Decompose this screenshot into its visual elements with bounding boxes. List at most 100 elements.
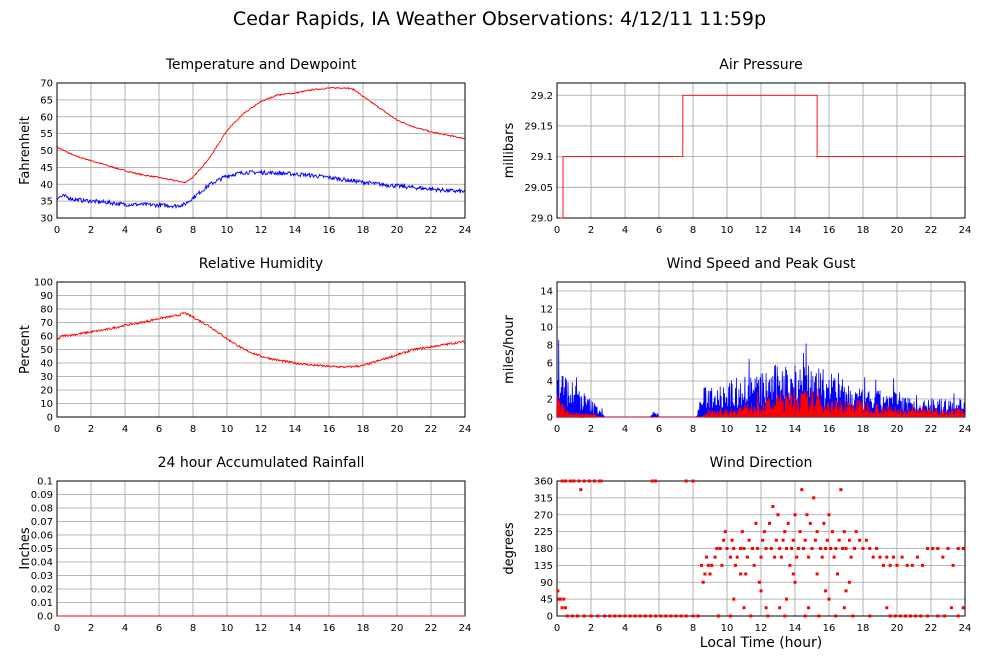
- data-point: [608, 614, 612, 618]
- data-point: [915, 555, 919, 559]
- y-tick-label: 45: [540, 595, 553, 606]
- y-tick-label: 0.09: [31, 490, 53, 501]
- x-tick-label: 0: [554, 623, 560, 634]
- data-point: [909, 614, 913, 618]
- x-tick-label: 10: [221, 225, 234, 236]
- y-tick-label: 20: [40, 386, 53, 397]
- data-point: [628, 614, 632, 618]
- x-tick-label: 14: [789, 225, 802, 236]
- x-tick-label: 2: [588, 225, 594, 236]
- y-tick-label: 0: [547, 612, 553, 623]
- data-point: [921, 563, 924, 567]
- data-point: [754, 521, 758, 525]
- x-tick-label: 16: [323, 225, 336, 236]
- y-axis-label: degrees: [502, 522, 517, 575]
- y-tick-label: 50: [40, 345, 53, 356]
- data-point: [752, 563, 756, 567]
- data-point: [713, 555, 717, 559]
- y-tick-label: 30: [40, 214, 53, 225]
- x-tick-label: 16: [823, 424, 836, 435]
- x-tick-label: 20: [891, 424, 904, 435]
- y-tick-label: 90: [540, 578, 553, 589]
- x-tick-label: 20: [391, 424, 404, 435]
- data-point: [764, 606, 768, 610]
- data-point: [696, 614, 700, 618]
- y-tick-label: 40: [40, 180, 53, 191]
- x-tick-label: 18: [857, 623, 870, 634]
- x-tick-label: 18: [357, 424, 370, 435]
- data-point: [808, 521, 812, 525]
- x-tick-label: 4: [622, 623, 628, 634]
- data-point: [557, 597, 561, 601]
- y-tick-label: 90: [40, 291, 53, 302]
- y-tick-label: 65: [40, 95, 53, 106]
- data-point: [579, 488, 583, 492]
- x-tick-label: 10: [721, 225, 734, 236]
- data-point: [560, 606, 564, 610]
- data-point: [649, 614, 652, 618]
- data-point: [703, 572, 707, 576]
- data-point: [885, 555, 889, 559]
- data-point: [926, 547, 930, 550]
- y-tick-label: 60: [40, 332, 53, 343]
- data-point: [842, 606, 846, 610]
- series-line: [556, 387, 965, 419]
- x-tick-label: 20: [391, 225, 404, 236]
- chart-title: 24 hour Accumulated Rainfall: [158, 455, 365, 471]
- y-tick-label: 12: [540, 305, 553, 316]
- data-point: [810, 547, 814, 550]
- data-point: [560, 479, 564, 483]
- data-point: [769, 547, 773, 550]
- data-point: [633, 614, 637, 618]
- data-point: [815, 572, 819, 576]
- data-point: [564, 479, 567, 483]
- data-point: [785, 547, 788, 550]
- data-point: [864, 538, 868, 542]
- data-point: [836, 572, 839, 576]
- data-point: [941, 555, 945, 559]
- x-tick-label: 16: [323, 623, 336, 634]
- data-point: [674, 614, 678, 618]
- data-point: [786, 521, 790, 525]
- data-point: [796, 547, 800, 550]
- y-tick-label: 360: [534, 477, 553, 488]
- data-point: [847, 580, 851, 584]
- data-point: [701, 580, 705, 584]
- data-point: [710, 563, 714, 567]
- data-point: [813, 538, 817, 542]
- y-tick-label: 135: [534, 561, 553, 572]
- data-point: [791, 572, 795, 576]
- data-point: [565, 614, 569, 618]
- data-point: [868, 547, 872, 550]
- x-tick-label: 24: [959, 225, 972, 236]
- data-point: [791, 538, 795, 542]
- data-point: [728, 555, 732, 559]
- data-point: [956, 547, 960, 550]
- data-point: [824, 589, 828, 593]
- x-tick-label: 22: [425, 623, 438, 634]
- data-point: [766, 614, 770, 618]
- data-point: [742, 547, 746, 550]
- y-tick-label: 0.02: [31, 585, 53, 596]
- x-tick-label: 18: [857, 225, 870, 236]
- data-point: [562, 597, 566, 601]
- y-tick-label: 0.06: [31, 531, 53, 542]
- data-point: [783, 614, 787, 618]
- y-tick-label: 4: [547, 377, 553, 388]
- data-point: [638, 614, 642, 618]
- y-tick-label: 45: [40, 163, 53, 174]
- y-tick-label: 80: [40, 305, 53, 316]
- data-point: [679, 614, 683, 618]
- data-point: [951, 563, 955, 567]
- x-tick-label: 6: [656, 623, 662, 634]
- y-tick-label: 6: [547, 359, 553, 370]
- data-point: [795, 555, 799, 559]
- x-tick-label: 8: [690, 225, 696, 236]
- data-point: [684, 614, 688, 618]
- y-tick-label: 0.04: [31, 558, 53, 569]
- data-point: [807, 555, 811, 559]
- data-point: [773, 555, 777, 559]
- x-tick-label: 2: [88, 623, 94, 634]
